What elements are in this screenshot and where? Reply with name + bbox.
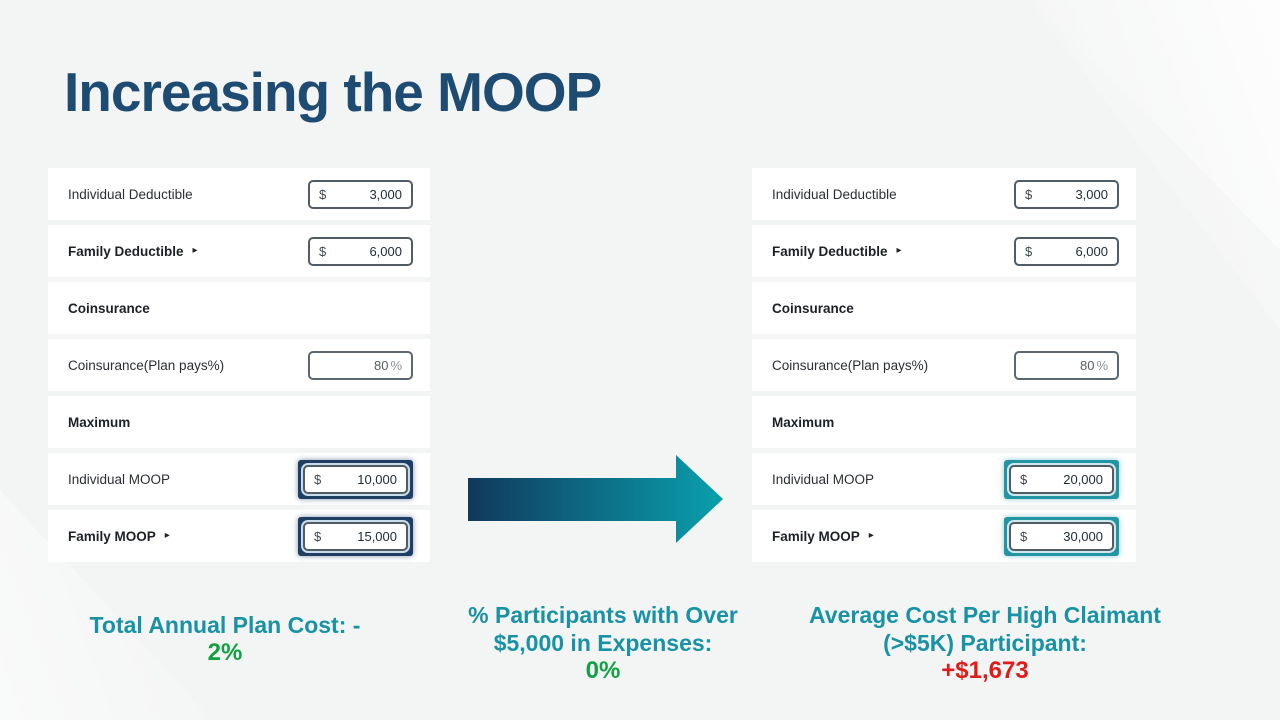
- currency-prefix: $: [314, 471, 322, 487]
- left-family-moop-value: 15,000: [357, 528, 397, 544]
- plan-form-before: Individual Deductible $3,000 Family Deduct…: [48, 168, 430, 567]
- left-coinsurance-section-label-wrap: Coinsurance: [68, 301, 150, 316]
- currency-prefix: $: [1020, 528, 1028, 544]
- left-individual-moop-input[interactable]: $10,000: [303, 464, 408, 494]
- right-coinsurance-plan-pays-label-wrap: Coinsurance(Plan pays%): [772, 358, 928, 373]
- currency-prefix: $: [314, 528, 322, 544]
- right-family-deductible-label-wrap: Family Deductible ▸: [772, 244, 902, 259]
- right-coinsurance-section-label: Coinsurance: [772, 300, 854, 316]
- currency-prefix: $: [1020, 471, 1028, 487]
- left-family-deductible-input[interactable]: $6,000: [308, 236, 413, 266]
- currency-prefix: $: [1025, 186, 1033, 202]
- right-individual-moop-highlight-frame: $20,000: [1004, 459, 1119, 499]
- callout-label: % Participants with Over $5,000 in Expen…: [468, 602, 738, 656]
- right-coinsurance-section-row: Coinsurance: [752, 282, 1136, 334]
- right-family-moop-input[interactable]: $30,000: [1009, 521, 1114, 551]
- callout-total-annual-plan-cost: Total Annual Plan Cost: - 2%: [57, 611, 393, 667]
- left-coinsurance-section-row: Coinsurance: [48, 282, 430, 334]
- left-maximum-section-label: Maximum: [68, 414, 131, 430]
- left-individual-deductible-row: Individual Deductible $3,000: [48, 168, 430, 220]
- expand-arrow-icon[interactable]: ▸: [868, 530, 874, 541]
- callout-label: Total Annual Plan Cost: -: [89, 612, 361, 638]
- right-family-moop-highlight-frame: $30,000: [1004, 516, 1119, 556]
- left-individual-deductible-input[interactable]: $3,000: [308, 179, 413, 209]
- expand-arrow-icon[interactable]: ▸: [896, 245, 902, 256]
- currency-prefix: $: [319, 186, 327, 202]
- left-family-moop-label: Family MOOP: [68, 528, 156, 544]
- left-coinsurance-plan-pays-input[interactable]: 80%: [308, 350, 413, 380]
- right-family-deductible-input[interactable]: $6,000: [1014, 236, 1119, 266]
- callout-value: 2%: [207, 639, 243, 666]
- right-individual-moop-row: Individual MOOP $20,000: [752, 453, 1136, 505]
- right-family-moop-label-wrap: Family MOOP ▸: [772, 529, 874, 544]
- left-family-moop-highlight-frame: $15,000: [298, 516, 413, 556]
- left-individual-moop-row: Individual MOOP $10,000: [48, 453, 430, 505]
- right-individual-deductible-value: 3,000: [1075, 186, 1108, 202]
- right-individual-deductible-row: Individual Deductible $3,000: [752, 168, 1136, 220]
- right-family-moop-value: 30,000: [1063, 528, 1103, 544]
- left-coinsurance-section-label: Coinsurance: [68, 300, 150, 316]
- left-coinsurance-plan-pays-value: 80: [373, 357, 389, 373]
- left-family-deductible-label-wrap: Family Deductible ▸: [68, 244, 198, 259]
- left-individual-deductible-value: 3,000: [369, 186, 402, 202]
- right-individual-moop-label: Individual MOOP: [772, 471, 875, 487]
- callout-participants-over-5k: % Participants with Over $5,000 in Expen…: [432, 601, 774, 685]
- percent-suffix: %: [390, 357, 402, 373]
- percent-suffix: %: [1096, 357, 1108, 373]
- expand-arrow-icon[interactable]: ▸: [164, 530, 170, 541]
- right-maximum-section-label: Maximum: [772, 414, 835, 430]
- slide-title: Increasing the MOOP: [64, 61, 602, 123]
- left-family-moop-label-wrap: Family MOOP ▸: [68, 529, 170, 544]
- expand-arrow-icon[interactable]: ▸: [192, 245, 198, 256]
- currency-prefix: $: [1025, 243, 1033, 259]
- right-individual-moop-value: 20,000: [1063, 471, 1103, 487]
- right-maximum-section-label-wrap: Maximum: [772, 415, 834, 430]
- right-coinsurance-plan-pays-label: Coinsurance(Plan pays%): [772, 357, 929, 373]
- right-family-deductible-row: Family Deductible ▸ $6,000: [752, 225, 1136, 277]
- left-individual-moop-highlight-frame: $10,000: [298, 459, 413, 499]
- right-coinsurance-plan-pays-input[interactable]: 80%: [1014, 350, 1119, 380]
- callout-label: Average Cost Per High Claimant (>$5K) Pa…: [809, 602, 1161, 656]
- right-individual-deductible-label: Individual Deductible: [772, 186, 897, 202]
- left-individual-deductible-label-wrap: Individual Deductible: [68, 187, 193, 202]
- right-family-deductible-value: 6,000: [1075, 243, 1108, 259]
- left-individual-moop-label-wrap: Individual MOOP: [68, 472, 170, 487]
- right-individual-moop-label-wrap: Individual MOOP: [772, 472, 874, 487]
- right-coinsurance-section-label-wrap: Coinsurance: [772, 301, 854, 316]
- left-individual-moop-label: Individual MOOP: [68, 471, 171, 487]
- left-maximum-section-row: Maximum: [48, 396, 430, 448]
- callout-value: +$1,673: [941, 657, 1029, 684]
- left-family-moop-row: Family MOOP ▸ $15,000: [48, 510, 430, 562]
- left-coinsurance-plan-pays-label-wrap: Coinsurance(Plan pays%): [68, 358, 224, 373]
- right-coinsurance-plan-pays-row: Coinsurance(Plan pays%) 80%: [752, 339, 1136, 391]
- right-family-moop-row: Family MOOP ▸ $30,000: [752, 510, 1136, 562]
- left-family-moop-input[interactable]: $15,000: [303, 521, 408, 551]
- right-family-deductible-label: Family Deductible: [772, 243, 888, 259]
- left-family-deductible-value: 6,000: [369, 243, 402, 259]
- left-family-deductible-label: Family Deductible: [68, 243, 184, 259]
- right-individual-deductible-label-wrap: Individual Deductible: [772, 187, 897, 202]
- currency-prefix: $: [319, 243, 327, 259]
- callout-value: 0%: [585, 657, 621, 684]
- left-maximum-section-label-wrap: Maximum: [68, 415, 130, 430]
- right-family-moop-label: Family MOOP: [772, 528, 860, 544]
- right-maximum-section-row: Maximum: [752, 396, 1136, 448]
- left-family-deductible-row: Family Deductible ▸ $6,000: [48, 225, 430, 277]
- plan-form-after: Individual Deductible $3,000 Family Deduct…: [752, 168, 1136, 567]
- left-coinsurance-plan-pays-row: Coinsurance(Plan pays%) 80%: [48, 339, 430, 391]
- left-coinsurance-plan-pays-label: Coinsurance(Plan pays%): [68, 357, 225, 373]
- callout-avg-cost-per-high-claimant: Average Cost Per High Claimant (>$5K) Pa…: [796, 601, 1174, 685]
- right-individual-deductible-input[interactable]: $3,000: [1014, 179, 1119, 209]
- transition-right-arrow-icon: [468, 455, 723, 543]
- left-individual-deductible-label: Individual Deductible: [68, 186, 193, 202]
- left-individual-moop-value: 10,000: [357, 471, 397, 487]
- right-coinsurance-plan-pays-value: 80: [1079, 357, 1095, 373]
- right-individual-moop-input[interactable]: $20,000: [1009, 464, 1114, 494]
